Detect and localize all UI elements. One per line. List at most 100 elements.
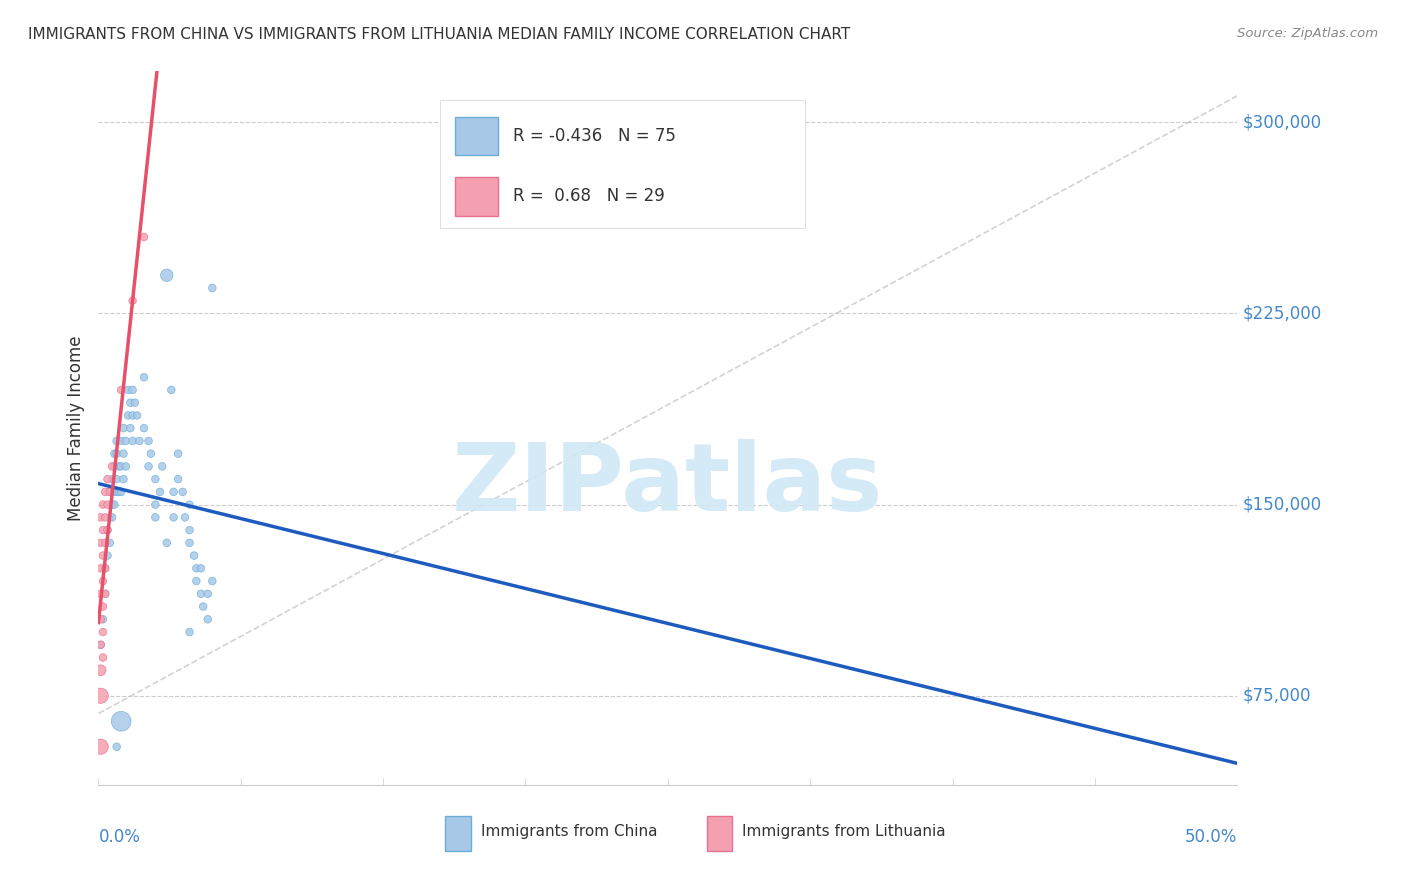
Point [197, 587, 219, 601]
Point [108, 484, 131, 499]
Point [132, 421, 155, 435]
Point [160, 383, 183, 397]
Point [91, 599, 114, 614]
Point [94, 536, 117, 550]
Point [193, 599, 215, 614]
Point [179, 498, 201, 512]
Text: $75,000: $75,000 [1243, 687, 1312, 705]
Point [121, 409, 143, 423]
Point [162, 484, 184, 499]
Point [110, 459, 132, 474]
Point [90, 536, 112, 550]
Point [90, 689, 112, 703]
Point [96, 523, 118, 537]
Point [90, 587, 112, 601]
Point [179, 523, 201, 537]
Point [103, 498, 125, 512]
Point [183, 549, 205, 563]
Point [91, 549, 114, 563]
Point [117, 383, 139, 397]
Point [121, 383, 143, 397]
Point [139, 447, 162, 461]
Point [94, 561, 117, 575]
Point [132, 370, 155, 384]
Point [98, 510, 121, 524]
Point [167, 447, 190, 461]
Point [117, 409, 139, 423]
Point [96, 523, 118, 537]
Point [162, 510, 184, 524]
Point [121, 434, 143, 448]
Point [114, 459, 136, 474]
Point [145, 510, 167, 524]
Point [94, 484, 117, 499]
Point [90, 638, 112, 652]
Point [156, 268, 179, 283]
Point [186, 561, 208, 575]
Point [105, 484, 128, 499]
Text: ZIPatlas: ZIPatlas [453, 439, 883, 532]
Point [112, 472, 135, 486]
Point [138, 434, 160, 448]
Point [105, 472, 128, 486]
Point [101, 510, 124, 524]
Point [90, 612, 112, 626]
Point [94, 510, 117, 524]
Point [101, 498, 124, 512]
Point [103, 484, 125, 499]
Point [112, 421, 135, 435]
Point [120, 395, 142, 409]
Point [91, 650, 114, 665]
Point [110, 434, 132, 448]
Point [127, 409, 149, 423]
Text: 50.0%: 50.0% [1185, 828, 1237, 846]
Point [101, 459, 124, 474]
Point [103, 447, 125, 461]
Point [90, 739, 112, 754]
Point [120, 421, 142, 435]
Text: $225,000: $225,000 [1243, 304, 1322, 323]
Point [105, 434, 128, 448]
Point [103, 459, 125, 474]
Point [121, 293, 143, 308]
Point [201, 574, 224, 588]
Point [197, 612, 219, 626]
Point [110, 714, 132, 729]
Point [90, 638, 112, 652]
Point [112, 447, 135, 461]
Point [179, 625, 201, 640]
Point [110, 383, 132, 397]
Y-axis label: Median Family Income: Median Family Income [66, 335, 84, 521]
Point [105, 739, 128, 754]
Text: Source: ZipAtlas.com: Source: ZipAtlas.com [1237, 27, 1378, 40]
Point [145, 472, 167, 486]
Point [150, 459, 173, 474]
Text: $150,000: $150,000 [1243, 496, 1322, 514]
Point [108, 459, 131, 474]
Point [98, 536, 121, 550]
Point [90, 561, 112, 575]
Point [132, 230, 155, 244]
Point [128, 434, 150, 448]
Point [124, 395, 146, 409]
Point [201, 281, 224, 295]
Point [145, 498, 167, 512]
Point [94, 587, 117, 601]
Point [94, 561, 117, 575]
Point [91, 523, 114, 537]
Point [91, 612, 114, 626]
Point [90, 663, 112, 677]
Text: IMMIGRANTS FROM CHINA VS IMMIGRANTS FROM LITHUANIA MEDIAN FAMILY INCOME CORRELAT: IMMIGRANTS FROM CHINA VS IMMIGRANTS FROM… [28, 27, 851, 42]
Text: $300,000: $300,000 [1243, 113, 1322, 131]
Point [94, 587, 117, 601]
Point [179, 536, 201, 550]
Point [167, 472, 190, 486]
Point [190, 587, 212, 601]
Point [149, 484, 172, 499]
Point [186, 574, 208, 588]
Point [96, 549, 118, 563]
Point [91, 574, 114, 588]
Point [101, 472, 124, 486]
Point [156, 536, 179, 550]
Point [172, 484, 194, 499]
